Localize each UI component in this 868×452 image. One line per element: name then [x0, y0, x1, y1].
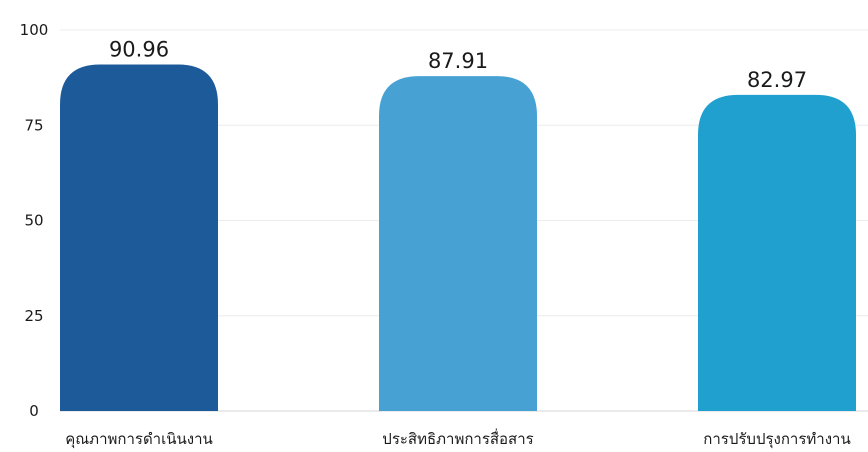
- bar-value-label: 90.96: [109, 37, 169, 61]
- category-label: คุณภาพการดำเนินงาน: [65, 430, 213, 449]
- category-labels: คุณภาพการดำเนินงาน ประสิทธิภาพการสื่อสาร ก…: [65, 428, 850, 449]
- category-label: ประสิทธิภาพการสื่อสาร: [382, 428, 533, 448]
- bar-value-label: 82.97: [747, 68, 807, 92]
- bar: [379, 76, 537, 411]
- bar: [60, 64, 218, 412]
- y-tick-label: 100: [20, 21, 49, 39]
- bar-value-label: 87.91: [428, 49, 488, 73]
- y-tick-label: 0: [29, 402, 39, 420]
- y-tick-label: 75: [24, 116, 43, 134]
- bars: [60, 64, 856, 412]
- bar: [698, 94, 856, 411]
- y-axis-ticks: 0 25 50 75 100: [20, 21, 49, 420]
- category-label: การปรับปรุงการทำงาน: [703, 430, 850, 449]
- y-tick-label: 25: [24, 307, 43, 325]
- value-labels: 90.96 87.91 82.97: [109, 37, 807, 91]
- y-tick-label: 50: [24, 212, 43, 230]
